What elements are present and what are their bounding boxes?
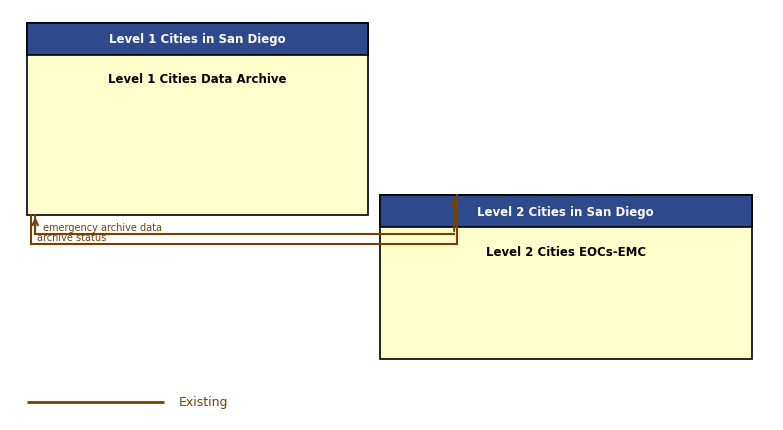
Bar xyxy=(27,24,368,56)
Bar xyxy=(380,196,752,228)
Text: Level 1 Cities Data Archive: Level 1 Cities Data Archive xyxy=(109,73,287,86)
Text: Level 2 Cities in San Diego: Level 2 Cities in San Diego xyxy=(478,205,654,218)
Bar xyxy=(380,196,752,359)
Text: Level 1 Cities in San Diego: Level 1 Cities in San Diego xyxy=(110,33,286,46)
Text: Level 2 Cities EOCs-EMC: Level 2 Cities EOCs-EMC xyxy=(485,245,646,258)
Text: emergency archive data: emergency archive data xyxy=(43,222,162,232)
Text: Existing: Existing xyxy=(179,396,228,408)
Text: archive status: archive status xyxy=(37,232,106,242)
Bar xyxy=(27,24,368,215)
